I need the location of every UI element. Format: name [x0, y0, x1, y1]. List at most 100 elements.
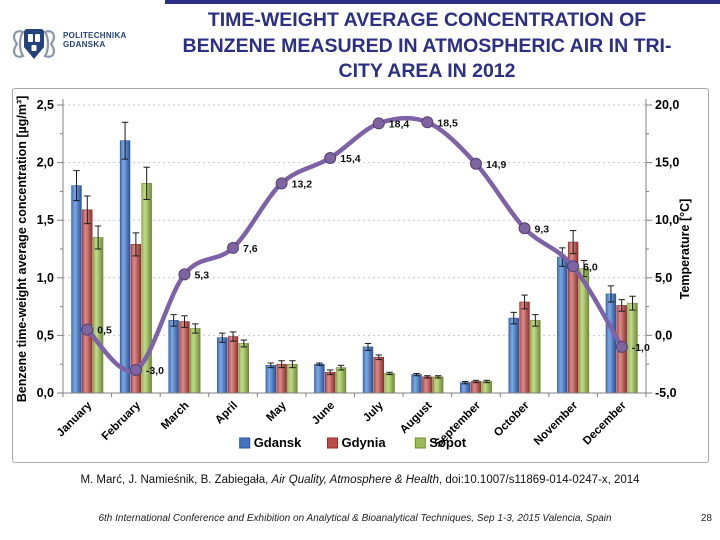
citation-authors: M. Marć, J. Namieśnik, B. Zabiegała, — [80, 474, 272, 486]
legend: Gdansk Gdynia Sopot — [239, 435, 467, 450]
temperature-marker — [129, 363, 142, 376]
svg-text:March: March — [159, 400, 191, 432]
svg-text:1,5: 1,5 — [37, 213, 54, 227]
bar — [530, 320, 541, 394]
logo-text-line1: POLITECHNIKA — [63, 31, 127, 40]
bar — [119, 140, 131, 394]
temperature-marker — [275, 177, 288, 190]
svg-text:15,0: 15,0 — [655, 156, 679, 170]
bar — [179, 321, 190, 394]
svg-text:13,2: 13,2 — [292, 178, 313, 190]
header-rule — [165, 0, 720, 4]
temperature-marker — [421, 116, 434, 129]
legend-swatch-gdynia — [327, 437, 338, 449]
bar — [217, 337, 228, 394]
legend-label-sopot: Sopot — [429, 435, 466, 450]
svg-text:June: June — [310, 400, 337, 427]
gridlines — [63, 104, 646, 336]
bars-sopot — [92, 183, 638, 394]
university-emblem-icon — [13, 29, 55, 59]
svg-text:18,4: 18,4 — [389, 118, 410, 130]
benzene-temperature-chart: 0,0 0,5 1,0 1,5 2,0 2,5 -5,0 0,0 5,0 10,0 15,0 20,0… — [15, 96, 692, 450]
temperature-marker — [469, 157, 482, 170]
logo-text-line2: GDANSKA — [63, 40, 106, 49]
svg-text:November: November — [532, 399, 581, 448]
left-axis-title: Benzene time-weight average concentratio… — [15, 96, 29, 403]
bar — [71, 185, 82, 394]
bars — [71, 140, 638, 394]
bar — [384, 373, 395, 394]
bar — [82, 209, 93, 394]
svg-text:2,5: 2,5 — [37, 98, 54, 112]
bar — [470, 381, 482, 394]
bar — [265, 365, 277, 394]
temperature-marker — [324, 151, 337, 164]
citation-journal: Air Quality, Atmosphere & Health — [271, 474, 439, 486]
axes — [57, 99, 652, 397]
temperature-marker — [567, 260, 580, 273]
svg-text:May: May — [264, 399, 289, 424]
svg-text:18,5: 18,5 — [437, 117, 458, 129]
bar — [227, 336, 239, 394]
svg-text:-5,0: -5,0 — [655, 386, 677, 400]
temperature-marker — [372, 117, 385, 130]
right-axis-title: Temperature [°C] — [678, 199, 692, 300]
bar — [287, 363, 298, 394]
bar — [422, 376, 433, 394]
legend-label-gdynia: Gdynia — [342, 435, 387, 450]
bar — [276, 363, 287, 394]
bar — [190, 328, 201, 394]
svg-text:7,6: 7,6 — [243, 243, 258, 255]
svg-text:14,9: 14,9 — [486, 159, 507, 171]
bar — [557, 256, 568, 394]
bar — [519, 301, 530, 394]
right-tick-labels: -5,0 0,0 5,0 10,0 15,0 20,0 — [655, 98, 679, 400]
title-line-2: BENZENE MEASURED IN ATMOSPHERIC AIR IN T… — [182, 34, 672, 57]
bars-gdynia — [82, 209, 627, 394]
slide-title: TIME-WEIGHT AVERAGE CONCENTRATION OF BEN… — [138, 8, 716, 85]
title-line-1: TIME-WEIGHT AVERAGE CONCENTRATION OF — [207, 9, 647, 31]
svg-text:9,3: 9,3 — [535, 223, 550, 235]
legend-swatch-gdansk — [239, 437, 251, 449]
left-tick-labels: 0,0 0,5 1,0 1,5 2,0 2,5 — [37, 98, 54, 400]
error-bars — [73, 121, 636, 385]
legend-label-gdansk: Gdansk — [254, 435, 302, 450]
svg-text:-3,0: -3,0 — [146, 365, 164, 377]
title-line-3: CITY AREA IN 2012 — [338, 60, 516, 82]
bar — [335, 367, 347, 394]
citation: M. Marć, J. Namieśnik, B. Zabiegała, Air… — [0, 474, 720, 486]
svg-text:October: October — [492, 399, 532, 439]
bar — [508, 317, 519, 394]
temperature-line — [85, 115, 624, 374]
chart-container: 0,0 0,5 1,0 1,5 2,0 2,5 -5,0 0,0 5,0 10,0 15,0 20,0… — [12, 88, 709, 463]
svg-text:1,0: 1,0 — [37, 271, 54, 285]
svg-text:December: December — [581, 399, 629, 447]
bar — [481, 381, 492, 394]
svg-text:July: July — [361, 399, 386, 424]
page-number: 28 — [700, 513, 712, 524]
svg-text:20,0: 20,0 — [655, 98, 679, 112]
bar — [411, 374, 422, 394]
svg-text:August: August — [398, 400, 435, 437]
bar — [325, 371, 336, 394]
bar — [168, 320, 179, 394]
svg-text:0,5: 0,5 — [37, 328, 54, 342]
conference-footer: 6th International Conference and Exhibit… — [98, 513, 612, 524]
temperature-marker — [81, 323, 94, 336]
temperature-marker — [615, 340, 628, 353]
bar — [238, 343, 250, 394]
bar — [432, 376, 444, 394]
svg-text:10,0: 10,0 — [655, 213, 679, 227]
svg-text:February: February — [100, 399, 144, 443]
svg-text:0,5: 0,5 — [97, 325, 112, 337]
svg-text:15,4: 15,4 — [340, 153, 361, 165]
legend-swatch-sopot — [414, 437, 426, 449]
temperature-point-labels: 0,5 -3,0 5,3 7,6 13,2 15,4 18,4 18,5 14,9 9,3 6,0 -… — [97, 117, 650, 377]
svg-text:-1,0: -1,0 — [632, 342, 650, 354]
svg-text:April: April — [213, 400, 240, 427]
svg-text:5,0: 5,0 — [655, 271, 672, 285]
bar — [362, 346, 374, 394]
bar — [314, 363, 325, 394]
svg-text:0,0: 0,0 — [655, 328, 672, 342]
bar — [605, 293, 617, 394]
